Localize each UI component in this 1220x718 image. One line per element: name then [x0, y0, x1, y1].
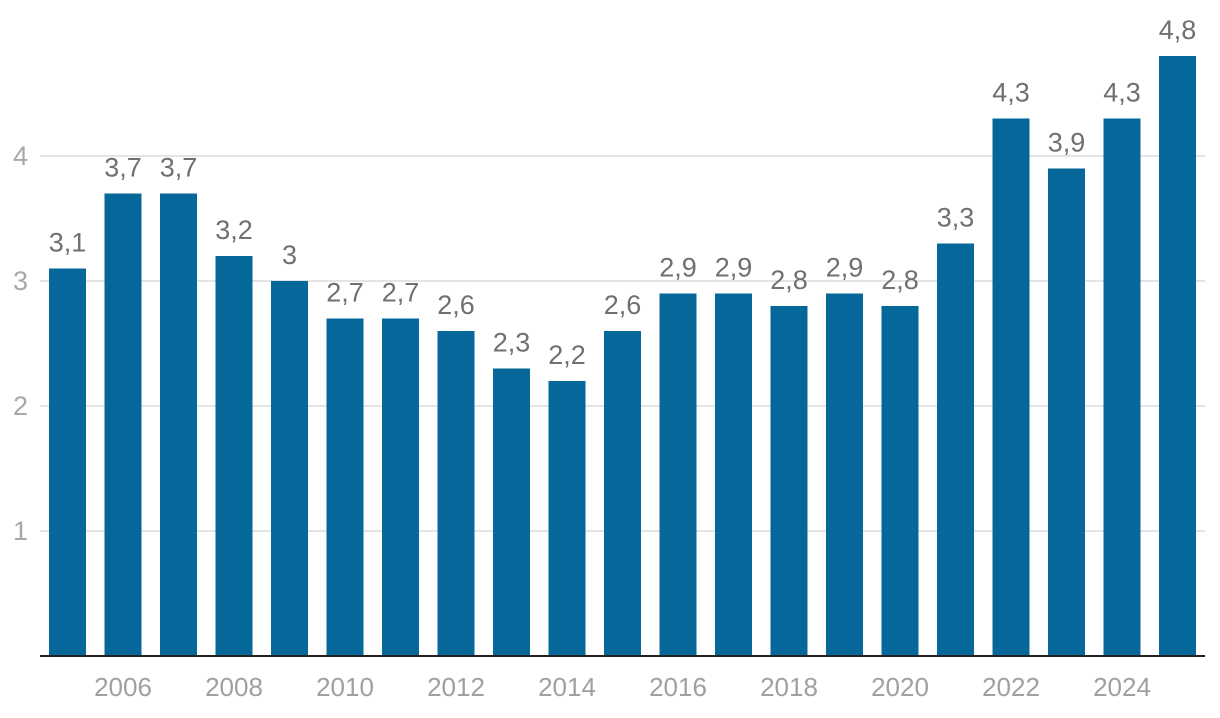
- data-label-2014: 2,2: [548, 340, 586, 370]
- x-tick-label-2016: 2016: [649, 672, 707, 702]
- data-label-2021: 3,3: [937, 203, 975, 233]
- bar-2013: [493, 368, 530, 656]
- data-label-2013: 2,3: [493, 328, 531, 358]
- x-tick-label-2024: 2024: [1093, 672, 1151, 702]
- bars: [49, 56, 1196, 656]
- bar-2017: [715, 293, 752, 656]
- y-tick-label: 1: [13, 516, 28, 546]
- x-tick-label-2012: 2012: [427, 672, 485, 702]
- data-label-2022: 4,3: [992, 78, 1030, 108]
- data-label-2008: 3,2: [215, 215, 253, 245]
- x-tick-label-2014: 2014: [538, 672, 596, 702]
- bar-2007: [160, 193, 197, 656]
- data-label-2018: 2,8: [770, 265, 808, 295]
- x-axis-ticks: 2006 2008 2010 2012 2014 2016 2018 2020 2022 2024: [94, 672, 1151, 702]
- y-tick-label: 2: [13, 391, 28, 421]
- data-label-2020: 2,8: [881, 265, 919, 295]
- bar-2020: [881, 306, 919, 656]
- data-label-2023: 3,9: [1048, 128, 1086, 158]
- data-label-2024: 4,3: [1103, 78, 1141, 108]
- bar-2005: [49, 268, 86, 656]
- bar-2014: [548, 381, 586, 656]
- bar-2022: [992, 118, 1030, 656]
- y-axis-ticks: 1 2 3 4: [13, 141, 28, 546]
- data-label-2017: 2,9: [715, 253, 753, 283]
- bar-2015: [604, 331, 641, 656]
- data-label-2025: 4,8: [1159, 15, 1197, 45]
- data-label-2007: 3,7: [160, 153, 198, 183]
- x-tick-label-2008: 2008: [205, 672, 263, 702]
- x-tick-label-2018: 2018: [760, 672, 818, 702]
- data-labels: 3,1 3,7 3,7 3,2 3 2,7 2,7 2,6 2,3 2,2 2,6 2,9 2,9 2,8…: [49, 15, 1197, 370]
- bar-2025: [1159, 56, 1196, 656]
- bar-2006: [104, 193, 142, 656]
- x-tick-label-2010: 2010: [316, 672, 374, 702]
- data-label-2019: 2,9: [826, 253, 864, 283]
- bar-2018: [770, 306, 808, 656]
- bar-2021: [937, 243, 974, 656]
- data-label-2011: 2,7: [382, 278, 420, 308]
- x-tick-label-2006: 2006: [94, 672, 152, 702]
- bar-2023: [1048, 168, 1085, 656]
- y-tick-label: 3: [13, 266, 28, 296]
- data-label-2016: 2,9: [659, 253, 697, 283]
- data-label-2010: 2,7: [326, 278, 364, 308]
- bar-2019: [826, 293, 863, 656]
- x-tick-label-2020: 2020: [871, 672, 929, 702]
- bar-2011: [382, 318, 419, 656]
- data-label-2006: 3,7: [104, 153, 142, 183]
- data-label-2015: 2,6: [604, 290, 642, 320]
- data-label-2012: 2,6: [437, 290, 475, 320]
- bar-2012: [437, 331, 475, 656]
- bar-2016: [659, 293, 697, 656]
- data-label-2009: 3: [282, 240, 297, 270]
- bar-2024: [1103, 118, 1141, 656]
- bar-2010: [326, 318, 364, 656]
- bar-2008: [215, 256, 253, 656]
- data-label-2005: 3,1: [49, 228, 87, 258]
- y-tick-label: 4: [13, 141, 28, 171]
- bar-2009: [271, 281, 308, 656]
- x-tick-label-2022: 2022: [982, 672, 1040, 702]
